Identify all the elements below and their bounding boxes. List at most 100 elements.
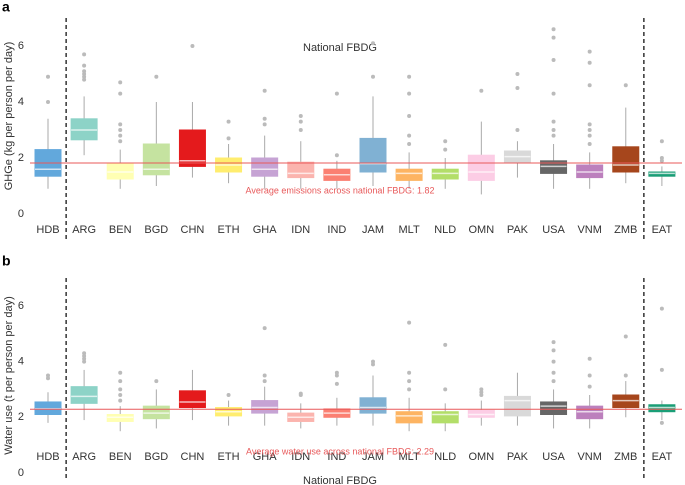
box bbox=[395, 411, 423, 424]
outlier bbox=[334, 381, 339, 386]
y-axis-label: Water use (t per person per day) bbox=[3, 296, 15, 455]
annotation: National FBDG bbox=[303, 42, 377, 54]
outlier bbox=[118, 80, 123, 85]
y-tick-label: 2 bbox=[18, 152, 24, 164]
outlier bbox=[154, 379, 159, 384]
x-tick-label: GHA bbox=[253, 224, 278, 236]
outlier bbox=[262, 326, 267, 331]
outlier bbox=[443, 139, 448, 144]
outlier bbox=[407, 320, 412, 325]
outlier bbox=[515, 128, 520, 132]
x-tick-label: ARG bbox=[72, 451, 96, 463]
outlier bbox=[82, 74, 87, 79]
outlier bbox=[623, 83, 628, 88]
x-tick-label: USA bbox=[542, 451, 565, 463]
outlier bbox=[659, 367, 664, 372]
outlier bbox=[46, 74, 50, 79]
outlier bbox=[587, 83, 592, 88]
x-tick-label: EAT bbox=[652, 224, 673, 236]
outlier bbox=[479, 387, 484, 392]
outlier bbox=[587, 128, 592, 132]
outlier bbox=[587, 60, 592, 65]
x-tick-label: ETH bbox=[218, 224, 240, 236]
outlier bbox=[226, 119, 231, 124]
outlier bbox=[118, 128, 123, 132]
outlier bbox=[371, 359, 375, 364]
outlier bbox=[118, 91, 123, 96]
box bbox=[612, 146, 640, 173]
outlier bbox=[551, 91, 556, 96]
outlier bbox=[334, 370, 339, 375]
box bbox=[287, 161, 315, 179]
outlier bbox=[659, 158, 664, 163]
box bbox=[540, 401, 568, 416]
x-tick-label: JAM bbox=[362, 224, 384, 236]
outlier bbox=[82, 354, 87, 358]
outlier bbox=[443, 147, 448, 152]
outlier bbox=[82, 69, 87, 74]
outlier bbox=[82, 72, 87, 76]
x-tick-label: MLT bbox=[399, 451, 420, 463]
outlier bbox=[551, 370, 556, 375]
x-tick-label: CHN bbox=[181, 224, 205, 236]
outlier bbox=[587, 373, 592, 378]
box bbox=[503, 395, 531, 417]
outlier bbox=[298, 391, 303, 396]
outlier bbox=[551, 35, 556, 40]
outlier bbox=[623, 373, 628, 378]
outlier bbox=[479, 393, 484, 397]
outlier bbox=[262, 373, 267, 378]
outlier bbox=[226, 136, 231, 141]
outlier bbox=[587, 122, 592, 127]
outlier bbox=[587, 356, 592, 361]
outlier bbox=[262, 88, 267, 93]
box bbox=[70, 386, 98, 404]
outlier bbox=[334, 373, 339, 378]
outlier bbox=[82, 63, 87, 68]
outlier bbox=[118, 398, 123, 403]
outlier bbox=[623, 334, 628, 339]
y-axis-label: GHGe (kg per person per day) bbox=[3, 42, 15, 191]
outlier bbox=[118, 133, 123, 138]
outlier bbox=[82, 356, 87, 361]
outlier bbox=[334, 91, 339, 96]
outlier bbox=[262, 116, 267, 121]
x-tick-label: ZMB bbox=[614, 224, 637, 236]
outlier bbox=[371, 362, 375, 367]
outlier bbox=[118, 393, 123, 397]
x-tick-label: ARG bbox=[72, 224, 96, 236]
outlier bbox=[551, 133, 556, 138]
x-tick-label: IDN bbox=[291, 224, 310, 236]
box bbox=[178, 390, 206, 409]
x-tick-label: BGD bbox=[144, 451, 168, 463]
y-tick-label: 2 bbox=[18, 411, 24, 423]
outlier bbox=[82, 77, 87, 82]
outlier bbox=[587, 142, 592, 146]
x-tick-label: PAK bbox=[507, 451, 529, 463]
outlier bbox=[659, 306, 664, 311]
x-tick-label: JAM bbox=[362, 451, 384, 463]
outlier bbox=[407, 133, 412, 138]
x-tick-label: IND bbox=[327, 224, 346, 236]
box bbox=[359, 137, 387, 173]
box bbox=[142, 143, 170, 176]
outlier bbox=[551, 27, 556, 32]
x-tick-label: USA bbox=[542, 224, 565, 236]
outlier bbox=[443, 387, 448, 392]
outlier bbox=[551, 379, 556, 384]
outlier bbox=[407, 379, 412, 384]
outlier bbox=[551, 359, 556, 364]
outlier bbox=[587, 49, 592, 54]
annotation: National FBDG bbox=[303, 475, 377, 485]
box bbox=[359, 397, 387, 414]
outlier bbox=[334, 153, 339, 158]
outlier bbox=[407, 114, 412, 118]
x-tick-label: CHN bbox=[181, 451, 205, 463]
x-tick-label: OMN bbox=[468, 451, 494, 463]
outlier bbox=[551, 128, 556, 132]
outlier bbox=[587, 133, 592, 138]
outlier bbox=[262, 379, 267, 384]
outlier bbox=[515, 72, 520, 76]
outlier bbox=[82, 52, 87, 57]
